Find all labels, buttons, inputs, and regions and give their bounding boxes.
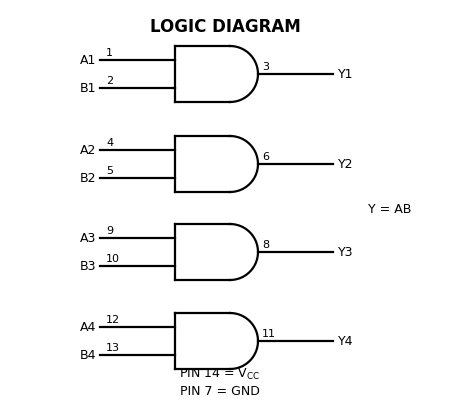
Text: 12: 12: [106, 314, 120, 324]
Text: A3: A3: [80, 232, 96, 245]
Text: B3: B3: [79, 260, 96, 273]
Text: 9: 9: [106, 225, 113, 236]
Text: 2: 2: [106, 76, 113, 86]
Text: Y3: Y3: [338, 246, 354, 259]
Text: PIN 7 = GND: PIN 7 = GND: [180, 384, 260, 397]
Text: 4: 4: [106, 138, 113, 148]
Text: A1: A1: [80, 54, 96, 67]
Text: 11: 11: [262, 328, 276, 338]
Text: Y4: Y4: [338, 335, 354, 348]
Text: 3: 3: [262, 62, 269, 72]
Text: Y1: Y1: [338, 68, 354, 81]
Text: 8: 8: [262, 239, 269, 249]
Text: LOGIC DIAGRAM: LOGIC DIAGRAM: [150, 18, 301, 36]
Text: 13: 13: [106, 342, 120, 352]
Text: 1: 1: [106, 48, 113, 58]
Text: 5: 5: [106, 166, 113, 175]
Text: B4: B4: [79, 348, 96, 362]
Text: 10: 10: [106, 254, 120, 263]
Text: 6: 6: [262, 152, 269, 162]
Text: Y = AB: Y = AB: [368, 203, 412, 216]
Text: B2: B2: [79, 172, 96, 185]
Text: PIN 14 = V$_{\mathregular{CC}}$: PIN 14 = V$_{\mathregular{CC}}$: [179, 366, 261, 381]
Text: A4: A4: [80, 321, 96, 334]
Text: A2: A2: [80, 144, 96, 157]
Text: B1: B1: [79, 82, 96, 95]
Text: Y2: Y2: [338, 158, 354, 171]
